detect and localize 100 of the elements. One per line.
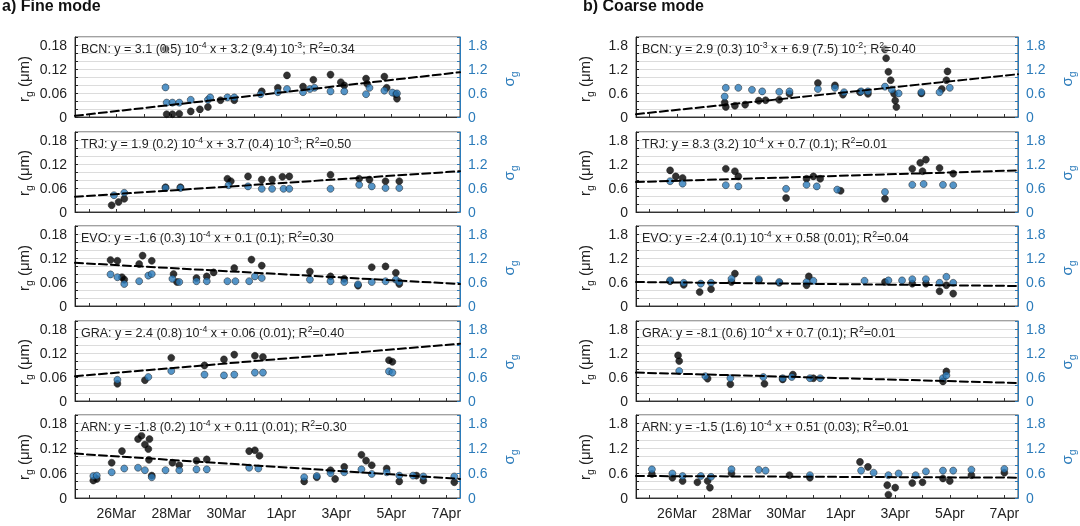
y2-tick-label: 0 <box>1026 392 1034 409</box>
chart-title: b) Coarse mode <box>583 0 704 15</box>
y2-tick-label: 1.2 <box>1026 61 1046 77</box>
y2-tick-label: 1.2 <box>468 155 488 172</box>
x-tick-label: 7Apr <box>431 505 462 521</box>
y-tick-label: 0 <box>620 298 629 314</box>
y-tick-label: 0.6 <box>608 85 629 101</box>
y-tick-label: 0 <box>59 392 68 409</box>
x-tick-label: 1Apr <box>266 505 297 521</box>
y2-tick-label: 0 <box>468 109 476 125</box>
y-tick-label: 0.06 <box>39 368 68 385</box>
x-tick-label: 26Mar <box>96 505 137 521</box>
y-tick-label: 0 <box>620 490 629 506</box>
x-tick-label: 26Mar <box>657 505 698 521</box>
y2-tick-label: 1.2 <box>468 440 488 457</box>
y2-tick-label: 1.8 <box>468 320 488 337</box>
annotation: GRA: y = 2.4 (0.8) 10$^{-4}$ x + 0.06 (0.01); R$^{2}$=0.40 <box>81 323 345 340</box>
y2-tick-label: 1.8 <box>468 226 488 242</box>
y-tick-label: 0 <box>620 109 629 125</box>
y2-tick-label: 1.2 <box>1026 344 1046 361</box>
y-tick-label: 1.8 <box>608 320 629 337</box>
y-tick-label: 0.18 <box>39 37 68 53</box>
y2-tick-label: 0 <box>1026 298 1034 314</box>
y-tick-label: 1.8 <box>608 37 629 53</box>
y2-tick-label: 1.2 <box>468 344 488 361</box>
y2-tick-label: 1.8 <box>468 37 488 53</box>
y-tick-label: 0.18 <box>39 320 68 337</box>
y-tick-label: 1.2 <box>608 440 629 457</box>
y2-tick-label: 0.6 <box>468 465 488 482</box>
y2-tick-label: 0.6 <box>1026 368 1046 385</box>
y-tick-label: 0.6 <box>608 179 629 196</box>
y-tick-label: 1.2 <box>608 344 629 361</box>
y-tick-label: 0.6 <box>608 465 629 482</box>
y2-tick-label: 1.8 <box>1026 320 1046 337</box>
annotation: ARN: y = -1.5 (1.6) 10$^{-4}$ x + 0.51 (0.03); R$^{2}$=0.01 <box>642 417 909 434</box>
y2-tick-label: 1.8 <box>1026 415 1046 432</box>
x-tick-label: 1Apr <box>825 505 856 521</box>
y2-tick-label: 1.8 <box>1026 131 1046 148</box>
y-tick-label: 0.06 <box>39 465 68 482</box>
y2-tick-label: 0 <box>1026 203 1034 220</box>
y-tick-label: 0.18 <box>39 226 68 242</box>
annotation: TRJ: y = 8.3 (3.2) 10$^{-4}$ x + 0.7 (0.1); R$^{2}$=0.01 <box>642 134 888 151</box>
annotation: EVO: y = -2.4 (0.1) 10$^{-4}$ x + 0.58 (0.01); R$^{2}$=0.04 <box>642 228 909 245</box>
annotation: TRJ: y = 1.9 (0.2) 10$^{-4}$ x + 3.7 (0.4) 10$^{-3}$; R$^{2}$=0.50 <box>81 134 352 151</box>
y-tick-label: 0 <box>620 392 629 409</box>
y-tick-label: 1.8 <box>608 226 629 242</box>
y2-tick-label: 0.6 <box>468 368 488 385</box>
y2-tick-label: 0.6 <box>468 179 488 196</box>
y2-tick-label: 1.8 <box>468 415 488 432</box>
y2-tick-label: 1.8 <box>1026 226 1046 242</box>
y-tick-label: 1.2 <box>608 155 629 172</box>
x-tick-label: 3Apr <box>880 505 911 521</box>
y-tick-label: 0.12 <box>39 440 68 457</box>
x-tick-label: 5Apr <box>376 505 407 521</box>
x-tick-label: 5Apr <box>935 505 965 521</box>
y-tick-label: 0.18 <box>39 415 68 432</box>
y2-tick-label: 1.2 <box>1026 155 1046 172</box>
y-tick-label: 0.6 <box>608 368 629 385</box>
x-tick-label: 3Apr <box>321 505 352 521</box>
annotation: GRA: y = -8.1 (0.6) 10$^{-4}$ x + 0.7 (0.1); R$^{2}$=0.01 <box>642 323 896 340</box>
y2-tick-label: 1.2 <box>468 250 488 266</box>
chart-title: a) Fine mode <box>2 0 101 15</box>
y2-tick-label: 1.2 <box>1026 440 1046 457</box>
y-tick-label: 1.8 <box>608 131 629 148</box>
annotation: ARN: y = -1.8 (0.2) 10$^{-4}$ x + 0.11 (0.01); R$^{2}$=0.30 <box>81 417 347 434</box>
y-tick-label: 0.06 <box>39 274 68 290</box>
y2-tick-label: 1.2 <box>468 61 488 77</box>
y2-tick-label: 0 <box>468 392 476 409</box>
x-tick-label: 28Mar <box>711 505 752 521</box>
x-tick-label: 30Mar <box>206 505 247 521</box>
y-tick-label: 0.6 <box>608 274 629 290</box>
y-tick-label: 0.12 <box>39 61 68 77</box>
y2-tick-label: 1.2 <box>1026 250 1046 266</box>
y2-tick-label: 0 <box>468 203 476 220</box>
y2-tick-label: 0.6 <box>1026 465 1046 482</box>
y2-tick-label: 0.6 <box>468 274 488 290</box>
y2-tick-label: 1.8 <box>1026 37 1046 53</box>
y-tick-label: 1.2 <box>608 250 629 266</box>
y-tick-label: 0 <box>620 203 629 220</box>
x-tick-label: 7Apr <box>989 505 1020 521</box>
y2-tick-label: 0 <box>1026 109 1034 125</box>
y-tick-label: 1.2 <box>608 61 629 77</box>
x-tick-label: 28Mar <box>151 505 192 521</box>
y2-tick-label: 0 <box>468 490 476 506</box>
y2-tick-label: 0.6 <box>1026 274 1046 290</box>
y-tick-label: 0 <box>59 490 68 506</box>
annotation: EVO: y = -1.6 (0.3) 10$^{-4}$ x + 0.1 (0.1); R$^{2}$=0.30 <box>81 228 334 245</box>
x-tick-label: 30Mar <box>766 505 807 521</box>
y-tick-label: 0.06 <box>39 85 68 101</box>
y-tick-label: 1.8 <box>608 415 629 432</box>
y2-tick-label: 0 <box>468 298 476 314</box>
y2-tick-label: 1.8 <box>468 131 488 148</box>
y-tick-label: 0.12 <box>39 344 68 361</box>
y2-tick-label: 0.6 <box>1026 179 1046 196</box>
y-tick-label: 0 <box>59 109 68 125</box>
y-tick-label: 0 <box>59 203 68 220</box>
y-tick-label: 0.06 <box>39 179 68 196</box>
y2-tick-label: 0.6 <box>468 85 488 101</box>
y-tick-label: 0.12 <box>39 155 68 172</box>
y-tick-label: 0.18 <box>39 131 68 148</box>
